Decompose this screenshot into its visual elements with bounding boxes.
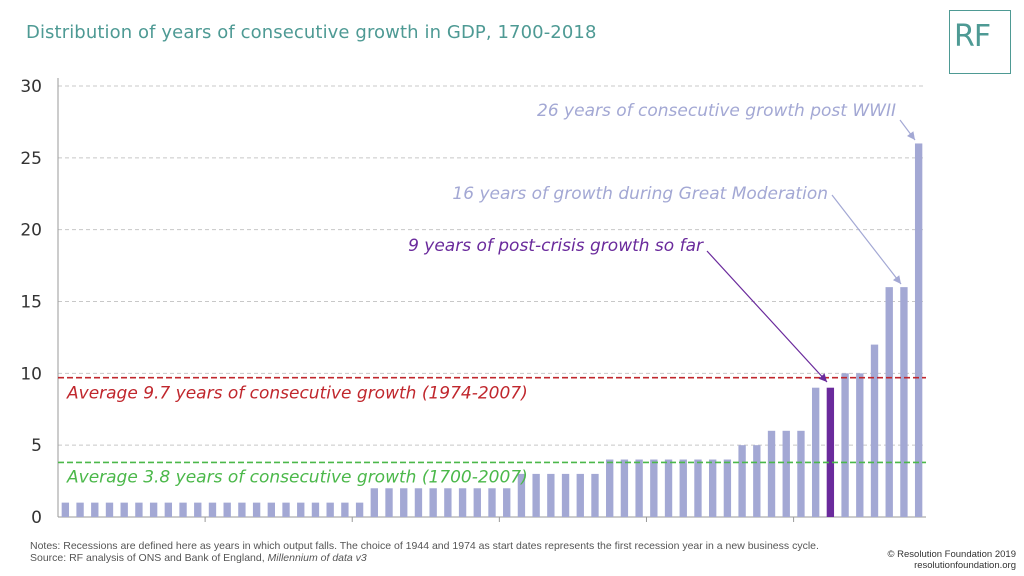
bar (149, 502, 158, 517)
bar (591, 473, 599, 517)
bar (194, 502, 202, 517)
y-tick-label: 15 (20, 293, 42, 313)
annotation-arrow (706, 250, 828, 383)
source-title: Millennium of data v3 (267, 552, 367, 564)
annotation-label: 26 years of consecutive growth post WWII (537, 101, 896, 121)
annotation-arrowhead (892, 275, 901, 284)
website-line: resolutionfoundation.org (914, 560, 1016, 571)
bar (606, 459, 614, 517)
bar (400, 488, 408, 517)
reference-line-label: Average 3.8 years of consecutive growth … (66, 467, 528, 487)
bar (385, 488, 393, 517)
bar (135, 502, 143, 517)
annotation-label: 9 years of post-crisis growth so far (408, 236, 704, 256)
bar (517, 473, 526, 517)
bar (120, 502, 128, 517)
bar (179, 502, 187, 517)
bar (650, 459, 658, 517)
bar (105, 502, 114, 517)
source-line: Source: RF analysis of ONS and Bank of E… (30, 552, 819, 564)
bar (252, 502, 261, 517)
bar (297, 502, 305, 517)
reference-line-label: Average 9.7 years of consecutive growth … (66, 384, 528, 404)
annotation-arrowhead (907, 131, 915, 140)
y-tick-label: 5 (31, 436, 42, 456)
grid-lines (58, 85, 926, 446)
bar (885, 287, 893, 517)
bar (267, 502, 275, 517)
bar (91, 502, 99, 517)
bar (547, 473, 555, 517)
bar (694, 459, 702, 517)
bar (208, 502, 217, 517)
bar (444, 488, 452, 517)
y-tick-label: 30 (20, 77, 42, 97)
chart-title: Distribution of years of consecutive gro… (26, 22, 597, 43)
bar (458, 488, 467, 517)
bar (341, 502, 349, 517)
bar (900, 287, 908, 517)
bar (723, 459, 732, 517)
bar (561, 473, 570, 517)
annotation-arrowhead (818, 373, 827, 382)
bar (738, 445, 746, 517)
bar (370, 488, 378, 517)
annotations: 26 years of consecutive growth post WWII… (408, 101, 916, 383)
bar (282, 502, 290, 517)
annotation-arrow (831, 194, 902, 285)
notes-line: Notes: Recessions are defined here as ye… (30, 540, 819, 552)
y-tick-label: 25 (20, 149, 42, 169)
bar (635, 459, 643, 517)
bar (326, 502, 334, 517)
bar (503, 488, 511, 517)
annotation-label: 16 years of growth during Great Moderati… (452, 184, 828, 204)
bar (488, 488, 496, 517)
bar (767, 430, 776, 517)
reference-lines: Average 9.7 years of consecutive growth … (58, 376, 926, 487)
bar (414, 488, 423, 517)
bar (826, 387, 835, 517)
source-prefix: Source: RF analysis of ONS and Bank of E… (30, 552, 268, 564)
rf-logo: RF (949, 10, 1011, 74)
bar (841, 373, 849, 517)
notes: Notes: Recessions are defined here as ye… (30, 540, 819, 564)
bar (238, 502, 246, 517)
bar (164, 502, 173, 517)
y-tick-label: 20 (20, 221, 42, 241)
bars (61, 143, 923, 517)
bar (223, 502, 231, 517)
bar (576, 473, 584, 517)
bar (429, 488, 437, 517)
bar (76, 502, 84, 517)
bar (811, 387, 820, 517)
rf-logo-text: RF (954, 19, 991, 54)
bar (620, 459, 629, 517)
bar (753, 445, 761, 517)
bar (473, 488, 481, 517)
bar (679, 459, 687, 517)
y-tick-label: 0 (31, 508, 42, 528)
y-tick-label: 10 (20, 364, 42, 384)
copyright-line: © Resolution Foundation 2019 (887, 549, 1016, 560)
bar (797, 430, 805, 517)
bar (914, 143, 923, 517)
bar (709, 459, 717, 517)
bar (856, 373, 864, 517)
copyright: © Resolution Foundation 2019 resolutionf… (888, 549, 1016, 571)
bar (311, 502, 320, 517)
y-axis: 0 5 10 15 20 25 30 (20, 77, 926, 528)
bar (355, 502, 364, 517)
bar (870, 344, 879, 517)
bar (664, 459, 673, 517)
bar (532, 473, 540, 517)
bar (61, 502, 70, 517)
bar (782, 430, 790, 517)
